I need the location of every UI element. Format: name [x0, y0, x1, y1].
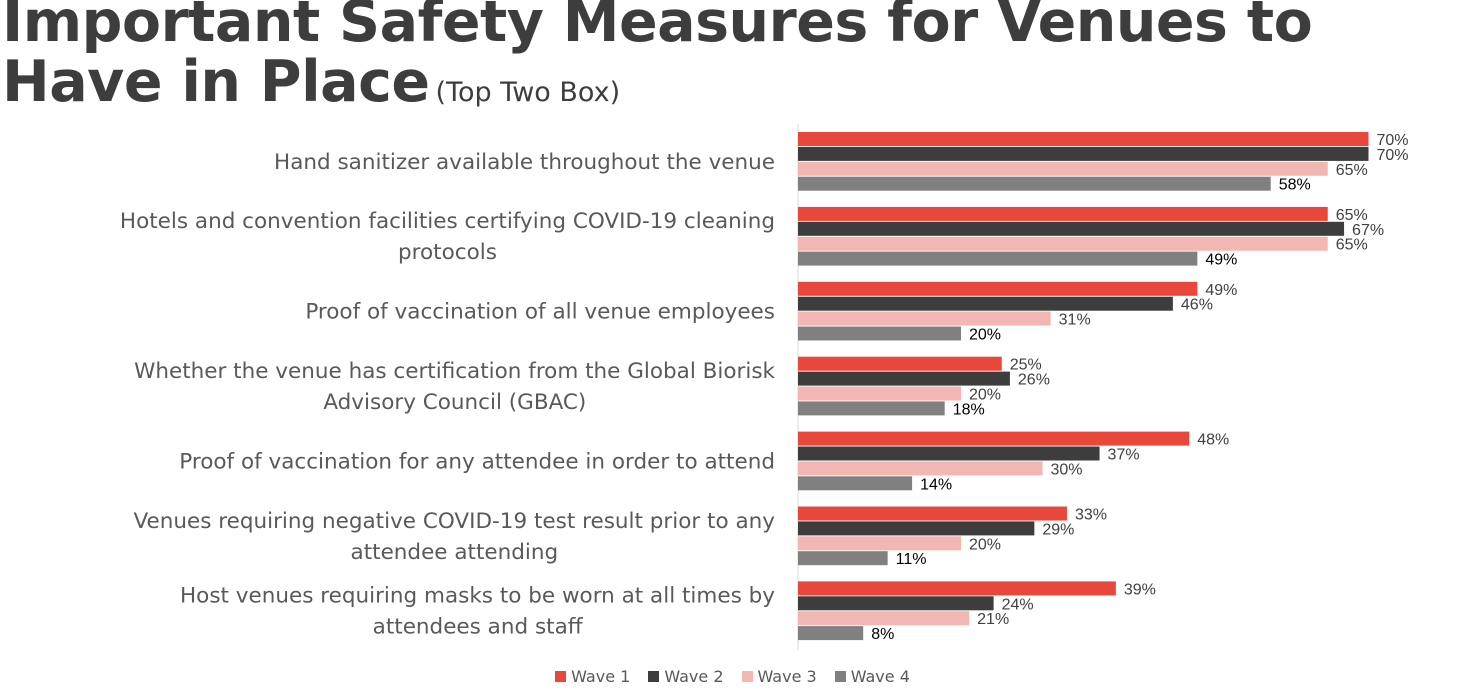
chart-subtitle: (Top Two Box): [435, 77, 621, 108]
data-label: 29%: [1042, 521, 1074, 538]
legend-label: Wave 1: [571, 667, 631, 686]
data-label: 70%: [1377, 147, 1409, 164]
bar-chart: Hand sanitizer available throughout the …: [120, 124, 1409, 650]
data-label: 14%: [920, 476, 952, 493]
legend-swatch: [834, 671, 846, 682]
bar: [798, 206, 1328, 221]
category-label: Hotels and convention facilities certify…: [120, 209, 775, 234]
category-label: Host venues requiring masks to be worn a…: [180, 584, 775, 609]
data-label: 33%: [1075, 507, 1107, 524]
data-label: 48%: [1197, 432, 1229, 449]
bar: [798, 311, 1051, 326]
bar: [798, 251, 1198, 266]
data-label: 70%: [1377, 132, 1409, 149]
bar: [798, 611, 970, 626]
bar: [798, 401, 945, 416]
bar: [798, 431, 1190, 446]
bar: [798, 626, 864, 641]
data-label: 49%: [1205, 252, 1237, 269]
data-label: 31%: [1059, 312, 1091, 329]
chart-legend: Wave 1 Wave 2 Wave 3 Wave 4: [0, 667, 1465, 686]
bar: [798, 176, 1271, 191]
data-label: 30%: [1051, 461, 1083, 478]
legend-label: Wave 2: [664, 667, 724, 686]
data-label: 58%: [1279, 177, 1311, 194]
chart-title-main: Important Safety Measures for Venues to …: [2, 0, 1313, 115]
legend-item: Wave 2: [648, 667, 724, 686]
data-label: 26%: [1018, 372, 1050, 389]
data-label: 24%: [1002, 596, 1034, 613]
data-label: 8%: [871, 626, 894, 643]
bar: [798, 281, 1198, 296]
data-label: 20%: [969, 387, 1001, 404]
category-label: Advisory Council (GBAC): [323, 390, 586, 415]
data-label: 25%: [1010, 357, 1042, 374]
data-label: 20%: [969, 327, 1001, 344]
category-label: Hand sanitizer available throughout the …: [274, 150, 775, 175]
data-label: 65%: [1336, 162, 1368, 179]
legend-item: Wave 4: [834, 667, 910, 686]
chart-title: Important Safety Measures for Venues to …: [2, 0, 1462, 123]
data-label: 21%: [977, 611, 1009, 628]
bar: [798, 161, 1328, 176]
bar: [798, 146, 1369, 161]
category-label: Venues requiring negative COVID-19 test …: [133, 509, 775, 534]
legend-label: Wave 3: [757, 667, 817, 686]
data-label: 65%: [1336, 207, 1368, 224]
bar: [798, 551, 888, 566]
bar: [798, 296, 1173, 311]
legend-swatch: [648, 671, 660, 682]
legend-swatch: [741, 671, 753, 682]
data-label: 18%: [953, 401, 985, 418]
category-label: attendees and staff: [373, 615, 584, 640]
legend-item: Wave 3: [741, 667, 817, 686]
data-label: 39%: [1124, 581, 1156, 598]
bar: [798, 446, 1100, 461]
bar: [798, 506, 1067, 521]
bar: [798, 132, 1369, 146]
data-label: 46%: [1181, 297, 1213, 314]
bar: [798, 356, 1002, 371]
data-label: 67%: [1352, 222, 1384, 239]
category-label: protocols: [398, 240, 497, 265]
data-label: 49%: [1205, 282, 1237, 299]
category-label: Whether the venue has certification from…: [134, 359, 775, 384]
data-label: 37%: [1108, 447, 1140, 464]
legend-item: Wave 1: [555, 667, 630, 686]
bar: [798, 476, 913, 491]
bar: [798, 596, 994, 611]
legend-label: Wave 4: [850, 667, 910, 686]
bar: [798, 581, 1116, 596]
category-label: attendee attending: [351, 540, 559, 565]
data-label: 20%: [969, 536, 1001, 553]
bar: [798, 461, 1043, 476]
bar: [798, 536, 961, 551]
bar: [798, 386, 961, 401]
bar: [798, 236, 1328, 251]
bar: [798, 521, 1035, 536]
bar: [798, 221, 1345, 236]
bar: [798, 326, 961, 341]
legend-swatch: [555, 671, 567, 682]
data-label: 65%: [1336, 237, 1368, 254]
data-label: 11%: [896, 551, 927, 568]
bar: [798, 371, 1010, 386]
category-label: Proof of vaccination for any attendee in…: [179, 449, 775, 474]
category-label: Proof of vaccination of all venue employ…: [305, 300, 775, 325]
